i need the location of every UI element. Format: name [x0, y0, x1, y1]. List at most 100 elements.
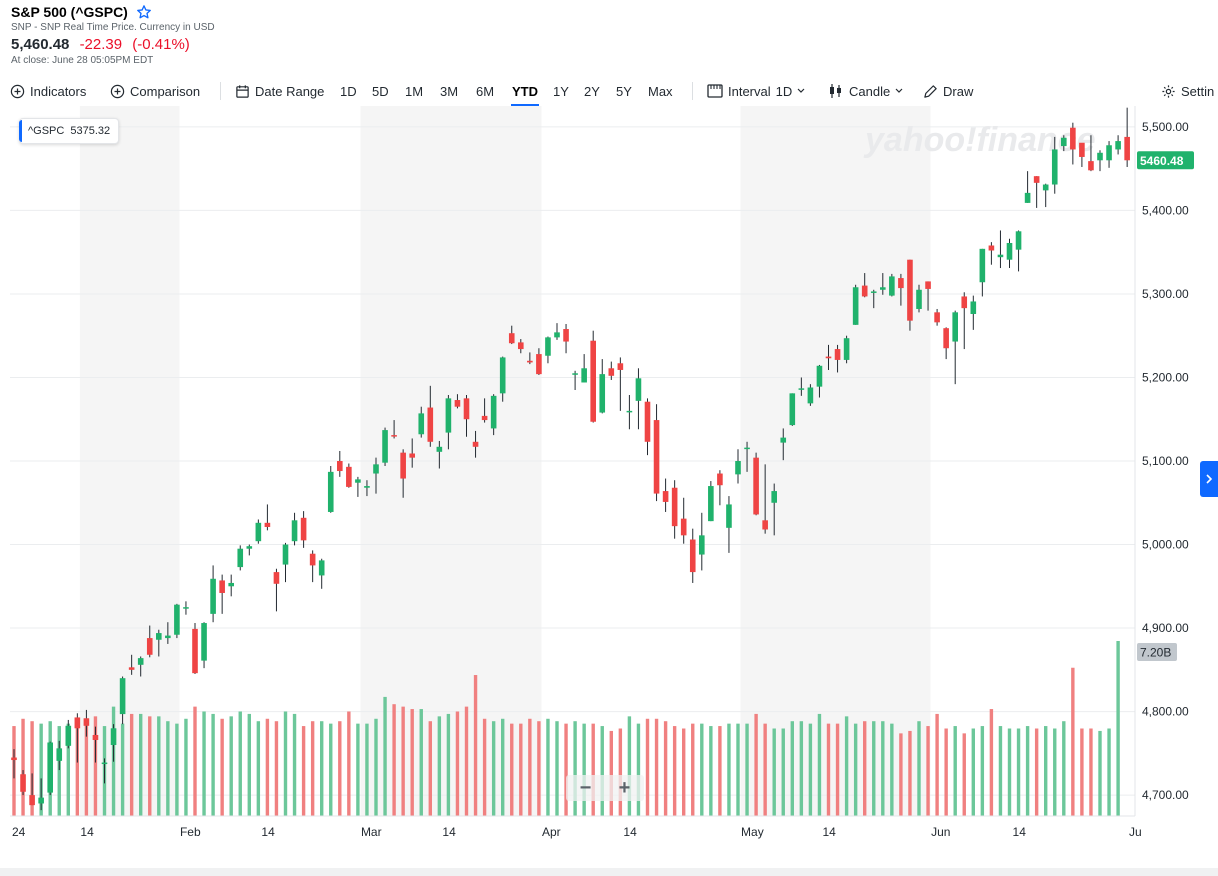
candle-body — [146, 638, 153, 655]
x-tick-label: Ju — [1129, 825, 1142, 839]
candle-body — [518, 342, 524, 350]
price-chart[interactable]: yahoo!finance 5,500.005,400.005,300.005,… — [0, 106, 1218, 846]
range-5d[interactable]: 5D — [372, 83, 389, 99]
volume-bar — [618, 728, 623, 816]
y-tick-label: 4,900.00 — [1142, 621, 1189, 635]
volume-bar — [320, 721, 324, 816]
star-icon[interactable] — [136, 4, 152, 20]
quote-header: S&P 500 (^GSPC) SNP - SNP Real Time Pric… — [11, 4, 215, 66]
volume-tag-label: 7.20B — [1140, 646, 1171, 660]
date-range-button[interactable]: Date Range — [235, 80, 324, 102]
toolbar-divider — [220, 82, 221, 100]
zoom-out-button[interactable]: − — [579, 776, 592, 799]
close-time: At close: June 28 05:05PM EDT — [11, 55, 154, 66]
volume-bar — [401, 706, 405, 816]
y-tick-label: 4,800.00 — [1142, 705, 1189, 719]
volume-bar — [220, 718, 224, 816]
candle-body — [490, 395, 497, 429]
range-3m[interactable]: 3M — [440, 83, 459, 99]
candle-body — [237, 548, 244, 568]
candle-body — [1051, 149, 1058, 185]
volume-bar — [627, 716, 632, 816]
y-tick-label: 5,100.00 — [1142, 454, 1189, 468]
candle-body — [635, 378, 642, 401]
zoom-in-button[interactable]: + — [618, 776, 631, 799]
indicators-button[interactable]: Indicators — [10, 80, 86, 102]
volume-bar — [718, 726, 722, 816]
volume-bar — [519, 723, 523, 816]
volume-bar — [292, 713, 297, 816]
volume-bar — [202, 711, 206, 816]
candles — [11, 107, 1130, 811]
range-1m[interactable]: 1M — [405, 83, 424, 99]
settings-button[interactable]: Settin — [1161, 80, 1214, 102]
candle-body — [382, 430, 388, 463]
volume-bar — [1089, 728, 1093, 816]
volume-bar — [419, 709, 423, 816]
candle-body — [183, 607, 189, 609]
volume-bar — [528, 718, 532, 816]
calendar-icon — [236, 84, 249, 98]
symbol-legend[interactable]: ^GSPC 5375.32 — [19, 118, 120, 144]
candle-body — [563, 329, 569, 342]
candle-body — [56, 748, 63, 761]
volume-bar — [835, 723, 840, 816]
candle-body — [753, 457, 759, 515]
bottom-scroll-strip — [0, 868, 1218, 876]
x-tick-label: May — [741, 825, 764, 839]
candle-body — [545, 337, 551, 356]
volume-bar — [437, 716, 442, 816]
price-value: 5,460.48 — [11, 36, 70, 53]
range-1y[interactable]: 1Y — [553, 83, 569, 99]
volume-bar — [962, 733, 966, 816]
volume-bar — [1034, 728, 1039, 816]
candle-body — [1124, 136, 1130, 161]
candle-body — [744, 447, 750, 450]
y-tick-label: 4,700.00 — [1142, 788, 1189, 802]
quote-subtitle: SNP - SNP Real Time Price. Currency in U… — [11, 22, 215, 33]
chevron-down-icon — [895, 88, 903, 93]
chart-type-label: Candle — [849, 83, 891, 99]
range-1d[interactable]: 1D — [340, 83, 357, 99]
candle-body — [391, 435, 397, 437]
range-5y[interactable]: 5Y — [616, 83, 632, 99]
candle-body — [536, 354, 542, 375]
volume-bar — [853, 723, 858, 816]
volume-bar — [672, 726, 677, 816]
candle-body — [834, 349, 841, 360]
volume-bar — [410, 709, 414, 816]
candle-body — [898, 278, 904, 289]
candle-body — [988, 245, 995, 251]
candle-body — [1061, 137, 1067, 147]
range-6m[interactable]: 6M — [476, 83, 495, 99]
range-max[interactable]: Max — [648, 83, 673, 99]
volume-bar — [654, 718, 659, 816]
candle-body — [952, 312, 958, 342]
volume-bar — [283, 711, 288, 816]
scroll-right-button[interactable] — [1200, 461, 1218, 497]
volume-bar — [573, 721, 577, 816]
candle-body — [771, 491, 777, 503]
range-2y[interactable]: 2Y — [584, 83, 600, 99]
volume-bar — [917, 721, 921, 816]
chart-type-button[interactable]: Candle — [828, 80, 903, 102]
volume-bar — [510, 723, 514, 816]
candle-body — [101, 762, 108, 765]
candle-body — [337, 461, 343, 472]
draw-button[interactable]: Draw — [923, 80, 973, 102]
candle-body — [870, 291, 877, 293]
x-tick-label: 14 — [1013, 825, 1027, 839]
axis-tags: 5460.48 7.20B — [1137, 151, 1194, 661]
comparison-button[interactable]: Comparison — [110, 80, 200, 102]
range-ytd[interactable]: YTD — [511, 80, 539, 106]
x-tick-label: 14 — [623, 825, 637, 839]
toolbar-divider — [692, 82, 693, 100]
volume-bar — [790, 721, 794, 816]
candle-body — [74, 717, 81, 729]
volume-bar — [211, 713, 215, 816]
volume-bar — [908, 730, 912, 816]
price-change: -22.39 — [79, 36, 123, 53]
y-tick-label: 5,500.00 — [1142, 120, 1189, 134]
interval-button[interactable]: Interval 1D — [707, 80, 805, 102]
plus-circle-icon — [110, 84, 125, 98]
